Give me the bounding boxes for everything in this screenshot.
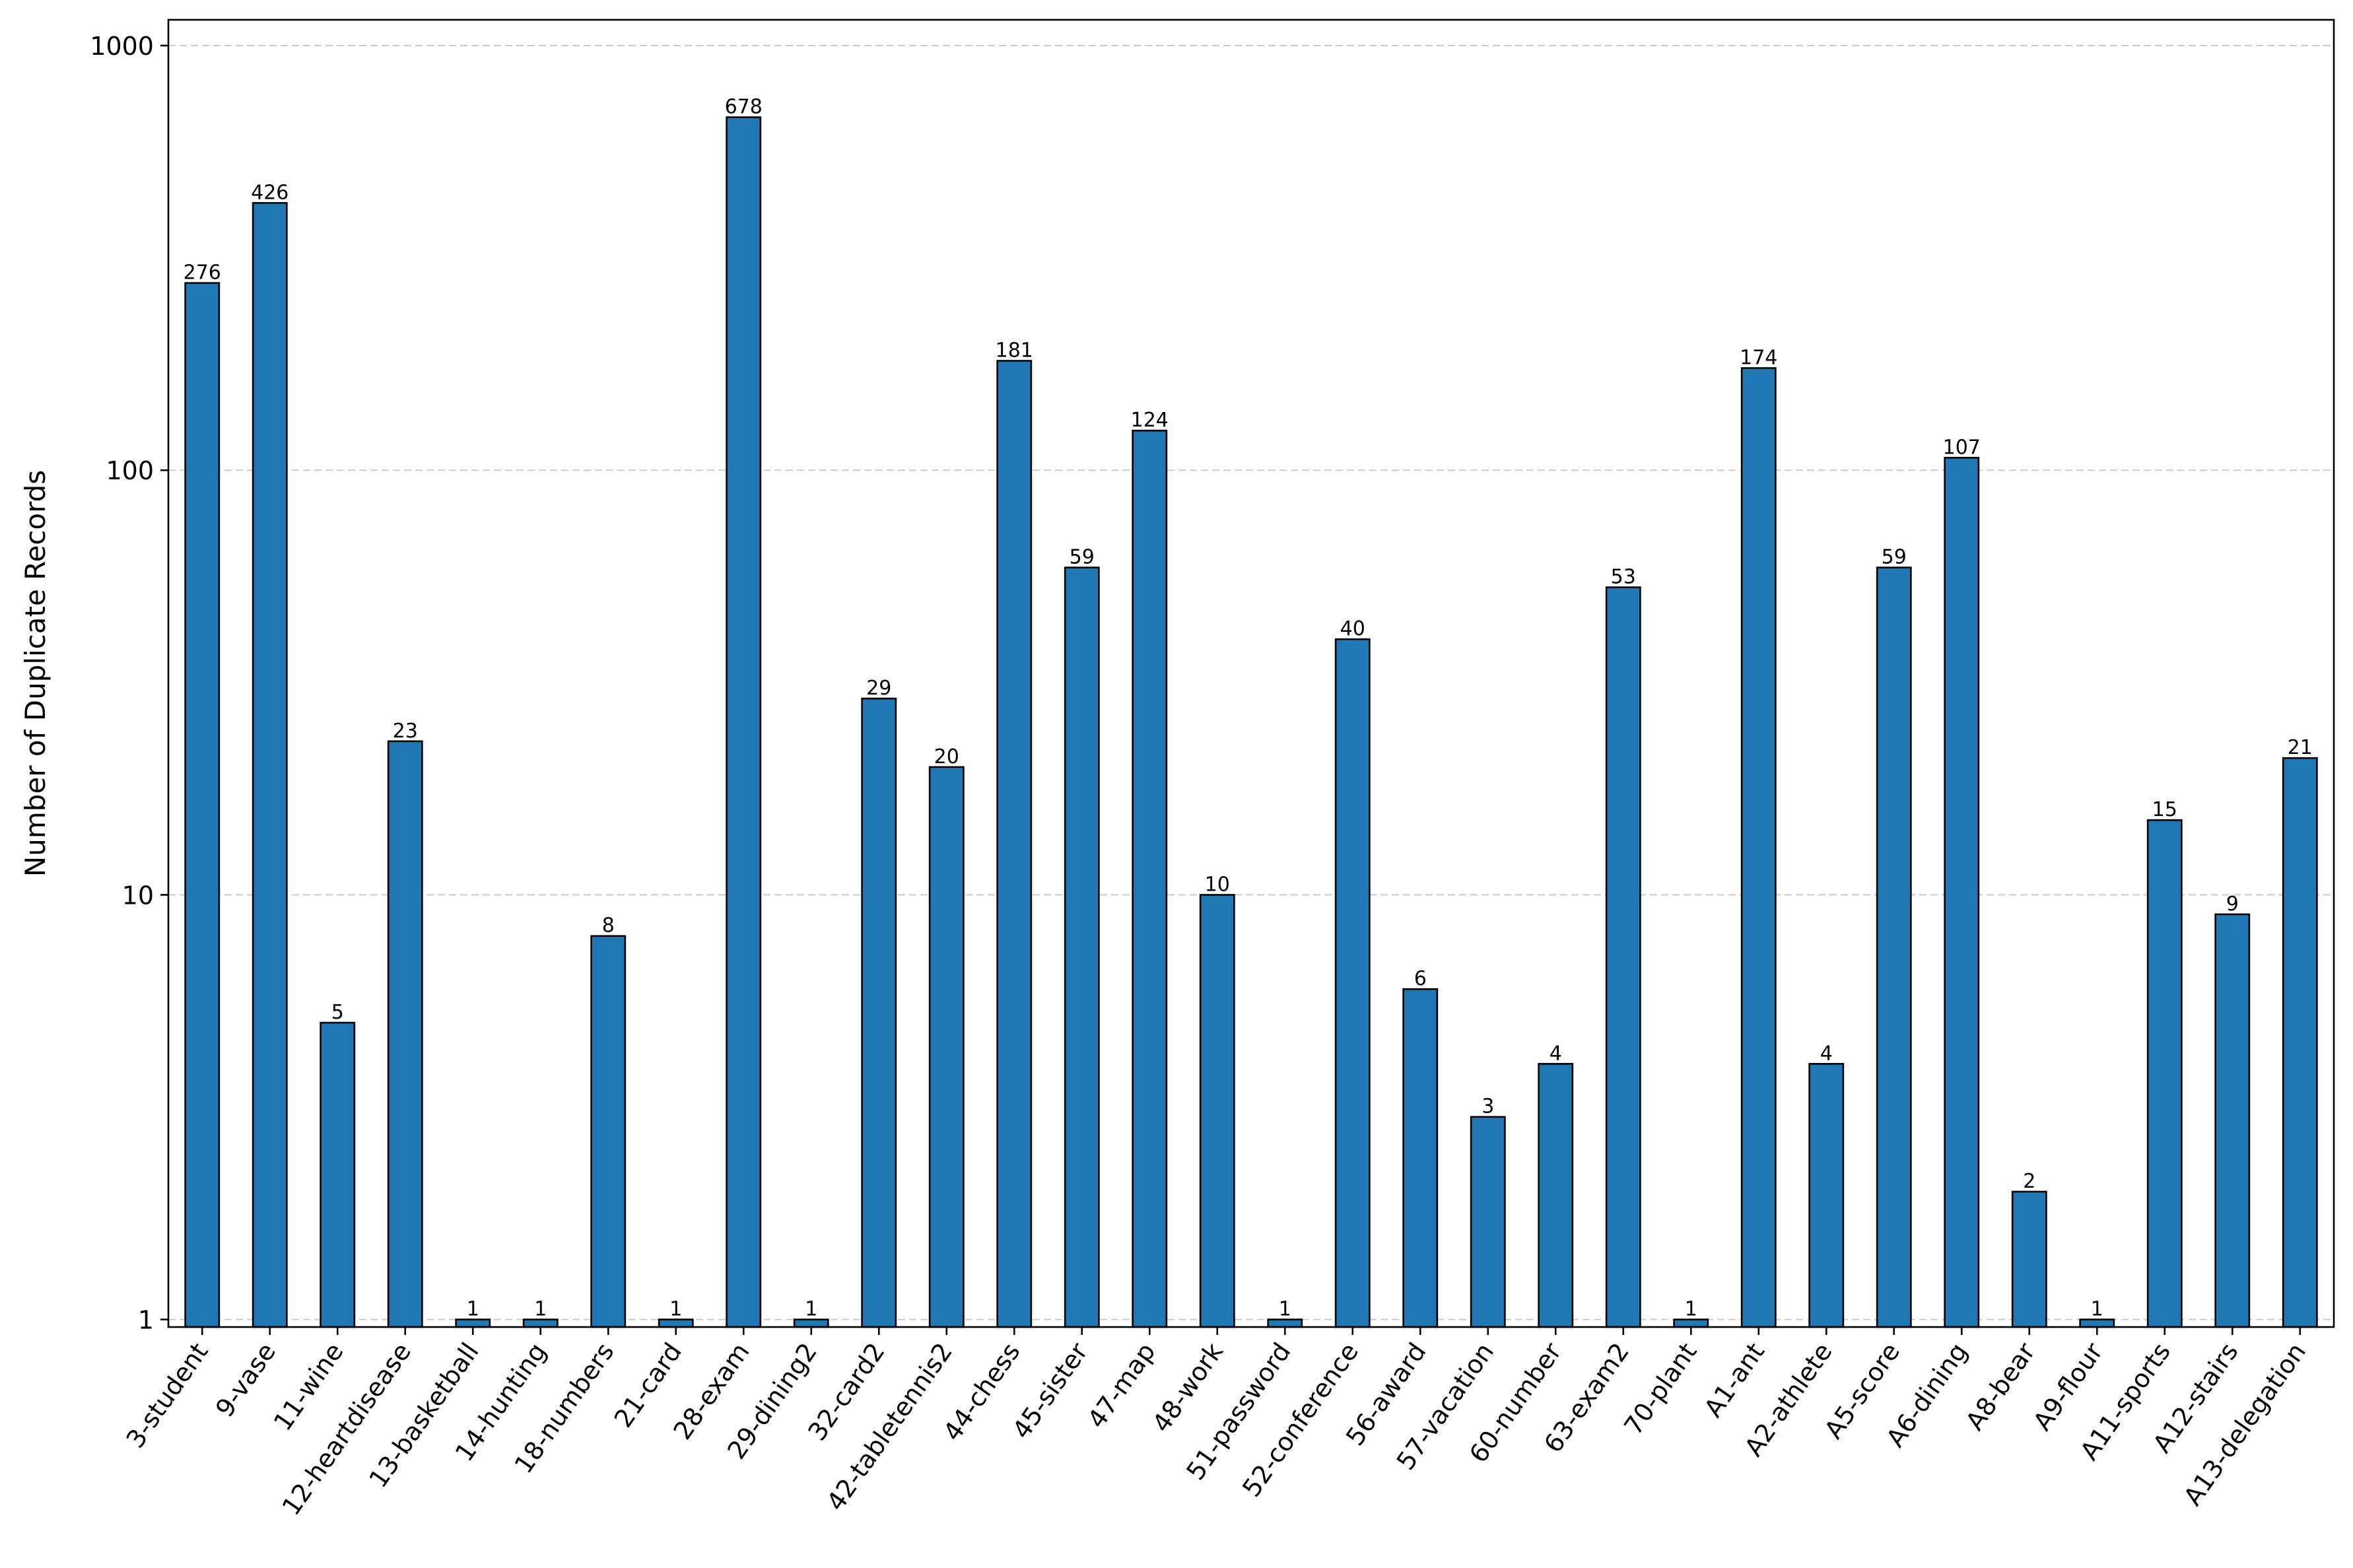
bar-value-label: 59 (1882, 546, 1907, 569)
y-tick-label: 100 (106, 456, 154, 485)
bar (1064, 566, 1100, 1328)
bar (1538, 1063, 1574, 1328)
bar-value-label: 1 (669, 1298, 682, 1321)
bar (1334, 638, 1371, 1328)
bar-value-label: 1 (1279, 1298, 1291, 1321)
bar-value-label: 6 (1414, 967, 1427, 990)
y-axis: 1 10 100 1000 (90, 32, 168, 1335)
y-tick-label: 1 (138, 1306, 154, 1335)
plot-area-frame (167, 18, 2335, 1328)
bar-value-label: 124 (1131, 409, 1169, 432)
bar (1944, 457, 1980, 1328)
bar (2214, 913, 2251, 1328)
bar-value-label: 15 (2152, 798, 2177, 821)
bar (184, 282, 221, 1328)
bar-value-label: 20 (934, 745, 959, 768)
bar-value-label: 10 (1205, 873, 1230, 896)
bar-value-label: 3 (1482, 1095, 1494, 1118)
bar (1402, 988, 1439, 1328)
y-tick-label: 1000 (90, 32, 154, 61)
x-axis: 3-student9-vase11-wine12-heartdisease13-… (121, 1327, 2311, 1520)
bar-value-label: 181 (996, 339, 1033, 362)
bar (2146, 819, 2183, 1328)
bar (1605, 586, 1641, 1328)
x-tick-label: 12-heartdisease (277, 1338, 417, 1520)
bar-value-label: 1 (467, 1298, 479, 1321)
bar (1876, 566, 1912, 1328)
bar (726, 116, 762, 1328)
x-tick-label: 3-student (121, 1338, 214, 1453)
bar-value-label: 107 (1943, 436, 1981, 459)
bar-value-label: 4 (1820, 1042, 1833, 1065)
y-tick-label: 10 (122, 881, 154, 910)
bar (1132, 429, 1168, 1328)
bar (1740, 367, 1777, 1328)
bar (2282, 757, 2318, 1328)
y-axis-label: Number of Duplicate Records (19, 470, 51, 877)
bar (1199, 894, 1235, 1328)
grid-layer (168, 45, 2334, 1320)
bar-value-label: 1 (2091, 1298, 2103, 1321)
bar (996, 360, 1033, 1328)
bar-value-label: 21 (2288, 736, 2313, 759)
bar-value-label: 53 (1611, 566, 1636, 589)
bar-value-label: 23 (393, 720, 418, 743)
bar-value-label: 5 (331, 1001, 344, 1024)
x-tick-label: A1-ant (1699, 1338, 1770, 1423)
bar (387, 740, 423, 1328)
x-tick-label: A13-delegation (2178, 1338, 2311, 1511)
bar (590, 935, 627, 1328)
bar-value-label: 276 (184, 261, 221, 285)
bar (252, 202, 288, 1328)
bar (1808, 1063, 1845, 1328)
bar-value-label: 1 (1685, 1298, 1697, 1321)
bar-value-label: 426 (251, 181, 289, 204)
x-tick-label: 42-tabletennis2 (821, 1338, 958, 1516)
bar (1470, 1116, 1506, 1328)
bar-value-label: 9 (2226, 893, 2239, 916)
bar-value-label: 59 (1070, 546, 1095, 569)
bar-value-label: 1 (534, 1298, 547, 1321)
bar (861, 697, 897, 1328)
bar-value-label: 174 (1740, 347, 1777, 370)
bar (2011, 1190, 2047, 1328)
bar-value-label: 29 (866, 677, 891, 700)
bar-value-label: 1 (805, 1298, 817, 1321)
bar-value-label: 678 (725, 96, 763, 119)
bar (928, 766, 965, 1328)
bar (320, 1021, 356, 1328)
bar-value-label: 2 (2023, 1170, 2035, 1193)
bar-value-label: 8 (602, 914, 615, 937)
x-tick-label: 9-vase (210, 1338, 281, 1422)
x-tick-label: A8-bear (1960, 1338, 2041, 1436)
bar-layer (184, 116, 2318, 1328)
bar-value-label: 4 (1550, 1042, 1562, 1065)
bar-value-label: 40 (1340, 617, 1365, 640)
